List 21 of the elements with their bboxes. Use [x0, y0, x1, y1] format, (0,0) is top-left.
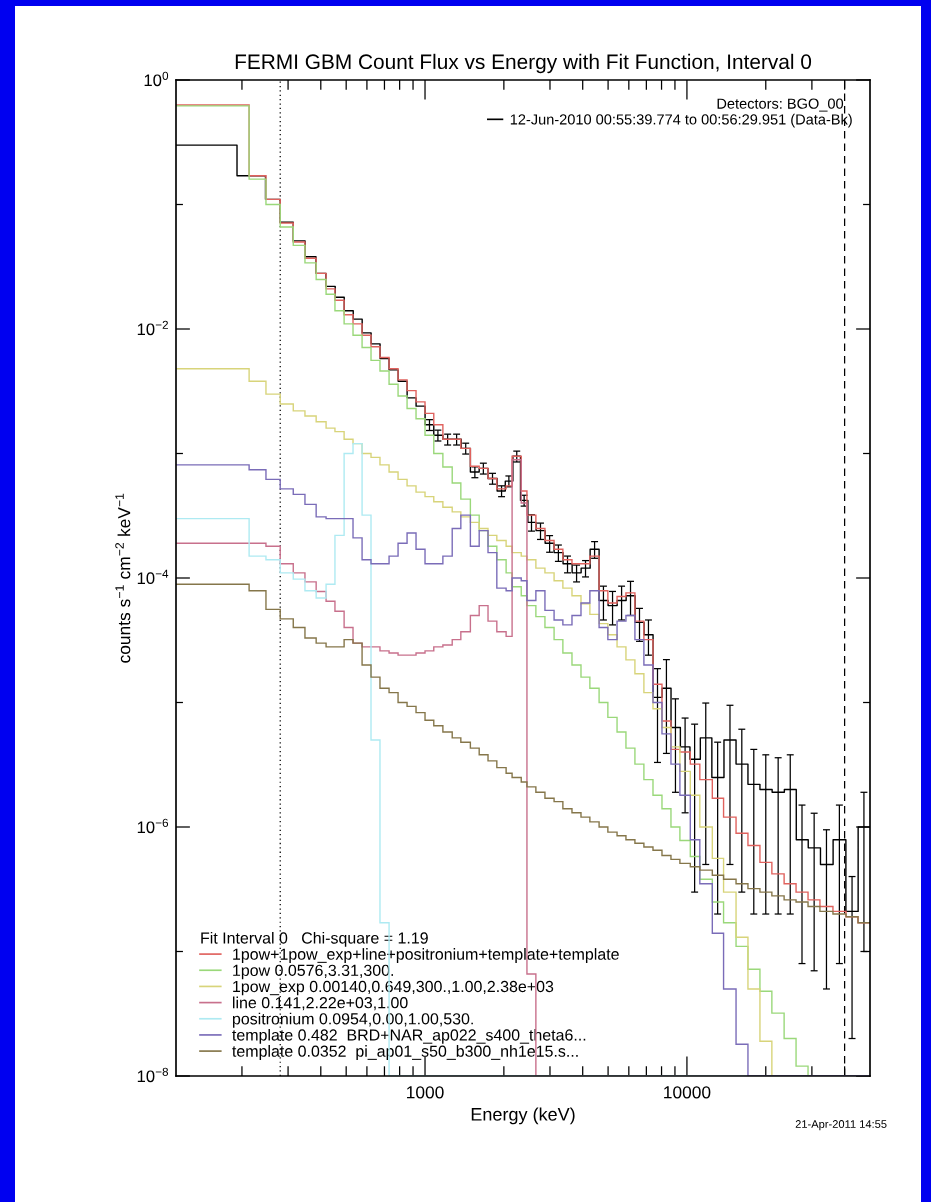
legend-label: template 0.0352 pi_ap01_s50_b300_nh1e15.s...: [232, 1045, 578, 1060]
annotation: Detectors: BGO_00: [717, 98, 844, 112]
y-tick-label: 10$^{−8}$: [137, 1067, 169, 1083]
y-axis-title: counts s$^{−1}$ cm$^{−2}$ keV$^{−1}$: [115, 493, 131, 663]
legend-label: 1pow+1pow_exp+line+positronium+template+template: [233, 948, 619, 963]
chart-title: FERMI GBM Count Flux vs Energy with Fit Function, Interval 0: [235, 53, 812, 74]
legend-title: Fit Interval 0 Chi-square = 1.19: [201, 931, 428, 947]
x-tick-label: 1000: [407, 1086, 444, 1099]
x-axis-title: Energy (keV): [471, 1107, 575, 1125]
legend-label: 1pow_exp 0.00140,0.649,300.,1.00,2.38e+03: [233, 980, 554, 996]
legend-label: line 0.141,2.22e+03,1.00: [233, 996, 408, 1011]
y-tick-label: 10$^{−4}$: [137, 569, 169, 585]
y-tick-label: 10$^{−6}$: [137, 818, 169, 834]
y-tick-label: 10$^{−2}$: [137, 320, 168, 336]
legend-label: positronium 0.0954,0.00,1.00,530.: [232, 1012, 473, 1028]
legend-label: 12-Jun-2010 00:55:39.774 to 00:56:29.951 (Data-Bk): [510, 113, 852, 128]
legend-label: template 0.482 BRD+NAR_ap022_s400_theta6...: [232, 1028, 586, 1044]
text: 21-Apr-2011 14:55: [795, 1120, 887, 1131]
legend-label: 1pow 0.0576,3.31,300.: [233, 964, 394, 980]
y-tick-label: 10$^{0}$: [144, 71, 169, 87]
x-tick-label: 10000: [664, 1086, 711, 1099]
